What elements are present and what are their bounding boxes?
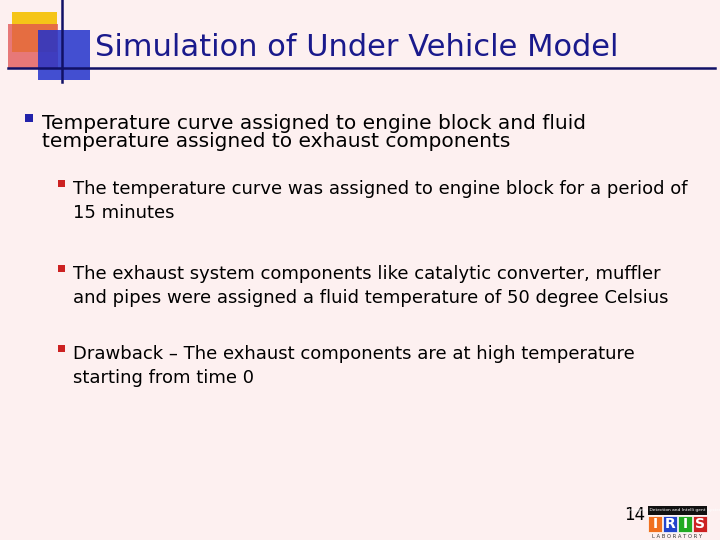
Text: I: I [652,517,657,531]
FancyBboxPatch shape [58,345,65,352]
FancyBboxPatch shape [663,516,677,532]
Text: R: R [665,517,675,531]
Text: The temperature curve was assigned to engine block for a period of
15 minutes: The temperature curve was assigned to en… [73,180,688,221]
FancyBboxPatch shape [693,516,707,532]
Text: S: S [695,517,705,531]
FancyBboxPatch shape [648,506,707,515]
FancyBboxPatch shape [8,24,58,68]
FancyBboxPatch shape [648,516,662,532]
FancyBboxPatch shape [25,114,33,122]
FancyBboxPatch shape [12,12,57,52]
Text: I: I [683,517,688,531]
Text: L A B O R A T O R Y: L A B O R A T O R Y [652,534,703,538]
FancyBboxPatch shape [38,30,90,80]
Text: Imaging, Detection and Intelli gent Systems: Imaging, Detection and Intelli gent Syst… [629,509,720,512]
Text: 14: 14 [624,506,646,524]
Text: The exhaust system components like catalytic converter, muffler
and pipes were a: The exhaust system components like catal… [73,265,668,307]
FancyBboxPatch shape [58,265,65,272]
FancyBboxPatch shape [678,516,692,532]
Text: Temperature curve assigned to engine block and fluid: Temperature curve assigned to engine blo… [42,114,586,133]
FancyBboxPatch shape [58,180,65,187]
Text: temperature assigned to exhaust components: temperature assigned to exhaust componen… [42,132,510,151]
Text: Drawback – The exhaust components are at high temperature
starting from time 0: Drawback – The exhaust components are at… [73,345,635,387]
Text: Simulation of Under Vehicle Model: Simulation of Under Vehicle Model [95,32,618,62]
